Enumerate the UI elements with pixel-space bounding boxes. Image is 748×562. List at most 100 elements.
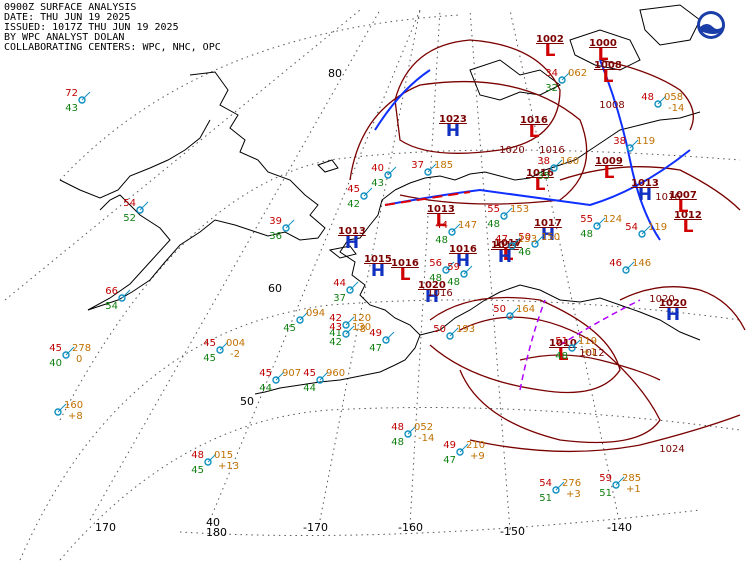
- okhotsk-coast: [59, 119, 211, 199]
- center-pressure-label: 1020: [418, 280, 446, 291]
- station-circle: [384, 171, 392, 179]
- graticule: [4, 9, 741, 561]
- lon-label-m150: -150: [500, 525, 525, 538]
- station-model: 48 058-14: [641, 92, 684, 114]
- dewpoint-value: 48: [555, 351, 568, 362]
- lat-line-60: [19, 299, 741, 561]
- station-circle: [552, 486, 560, 494]
- station-circle: [622, 266, 630, 274]
- station-model: 50 46 150: [518, 232, 560, 258]
- station-model: 38 119: [613, 136, 655, 152]
- cold-front: [599, 59, 661, 241]
- alaska-south-coast: [419, 284, 701, 341]
- lon-line-170w: [319, 9, 421, 521]
- pressure-tendency: 0: [76, 354, 82, 365]
- station-circle: [638, 230, 646, 238]
- isobar-1016-arctic: [349, 80, 588, 205]
- low-center-symbol: L: [678, 197, 689, 217]
- dewpoint-value: 42: [329, 337, 342, 348]
- isobar-1016-gulf: [429, 296, 621, 394]
- pressure-value: 119: [648, 222, 667, 233]
- temperature-value: 59: [599, 473, 612, 484]
- center-pressure-label: 1002: [536, 34, 564, 45]
- dewpoint-value: 47: [369, 343, 382, 354]
- isobar-1024: [469, 414, 741, 453]
- wind-barb: [445, 261, 455, 271]
- low-center-symbol: L: [683, 217, 694, 237]
- wind-barb: [121, 289, 131, 299]
- grid-labels: 80 60 50 170 40 180 -170 -160 -150 -140: [95, 67, 632, 539]
- station-circle: [442, 266, 450, 274]
- station-model: 51 48 119+1: [555, 336, 597, 362]
- wind-barb: [275, 371, 285, 381]
- wind-barb: [363, 187, 373, 197]
- station-circle: [360, 192, 368, 200]
- station-model: 38 35 160: [537, 156, 579, 182]
- station-model: 48 45 015+13: [191, 450, 239, 476]
- dewpoint-value: 48: [429, 273, 442, 284]
- station-circle: [456, 448, 464, 456]
- temperature-value: 37: [411, 160, 424, 171]
- header-date: DATE: THU JUN 19 2025: [4, 12, 131, 23]
- station-model: 45 44 960: [303, 368, 345, 394]
- pressure-value: 119: [578, 336, 597, 347]
- dewpoint-value: 45: [283, 323, 296, 334]
- kamchatka-coast: [87, 194, 171, 311]
- wind-barb: [511, 237, 521, 247]
- station-circle: [404, 430, 412, 438]
- lon-label-180: 180: [206, 526, 227, 539]
- low-center-symbol: L: [558, 345, 569, 365]
- station-model: 54 51 276+3: [539, 478, 581, 504]
- station-circle: [316, 376, 324, 384]
- wind-barb: [503, 207, 513, 217]
- isobar-value-label: 1016: [655, 192, 680, 203]
- dewpoint-value: 51: [539, 493, 552, 504]
- dewpoint-value: 44: [259, 383, 272, 394]
- wind-barb: [657, 95, 667, 105]
- dewpoint-value: 45: [191, 465, 204, 476]
- wind-barb: [427, 163, 437, 173]
- center-pressure-label: 1000: [589, 38, 617, 49]
- low-center-symbol: L: [545, 41, 556, 61]
- wind-barb: [451, 223, 461, 233]
- temperature-value: 54: [539, 478, 552, 489]
- temperature-value: 43: [329, 322, 342, 333]
- pressure-value: 160: [560, 156, 579, 167]
- isobar-value-label: 1016: [539, 145, 564, 156]
- lon-line-170e: [89, 9, 381, 521]
- wind-barb: [65, 346, 75, 356]
- center-pressure-label: 1017: [494, 238, 522, 249]
- station-circle: [204, 458, 212, 466]
- lon-label-170: 170: [95, 521, 116, 534]
- temperature-value: 34: [545, 68, 558, 79]
- isobar-1008-arctic: [599, 59, 694, 131]
- station-circle: [558, 76, 566, 84]
- station-circle: [282, 224, 290, 232]
- pressure-value: 164: [516, 304, 535, 315]
- station-circle: [626, 144, 634, 152]
- pressure-value: 150: [541, 232, 560, 243]
- high-center-symbol: H: [498, 247, 512, 267]
- pressure-value: 130: [352, 322, 371, 333]
- station-model: 47 153: [495, 234, 537, 250]
- temperature-value: 51: [555, 336, 568, 347]
- pressure-value: 285: [622, 473, 641, 484]
- temperature-value: 66: [105, 286, 118, 297]
- temperature-value: 44: [435, 220, 448, 231]
- analysis-header: 0900Z SURFACE ANALYSIS DATE: THU JUN 19 …: [4, 3, 304, 53]
- station-circle: [593, 222, 601, 230]
- station-circle: [500, 212, 508, 220]
- temperature-value: 46: [609, 258, 622, 269]
- dewpoint-value: 43: [371, 178, 384, 189]
- station-circle: [62, 351, 70, 359]
- center-pressure-label: 1013: [631, 178, 659, 189]
- low-center-symbol: L: [604, 163, 615, 183]
- pressure-value: 960: [326, 368, 345, 379]
- station-observations: 72435452665445402780160+8393644374542404…: [49, 68, 684, 504]
